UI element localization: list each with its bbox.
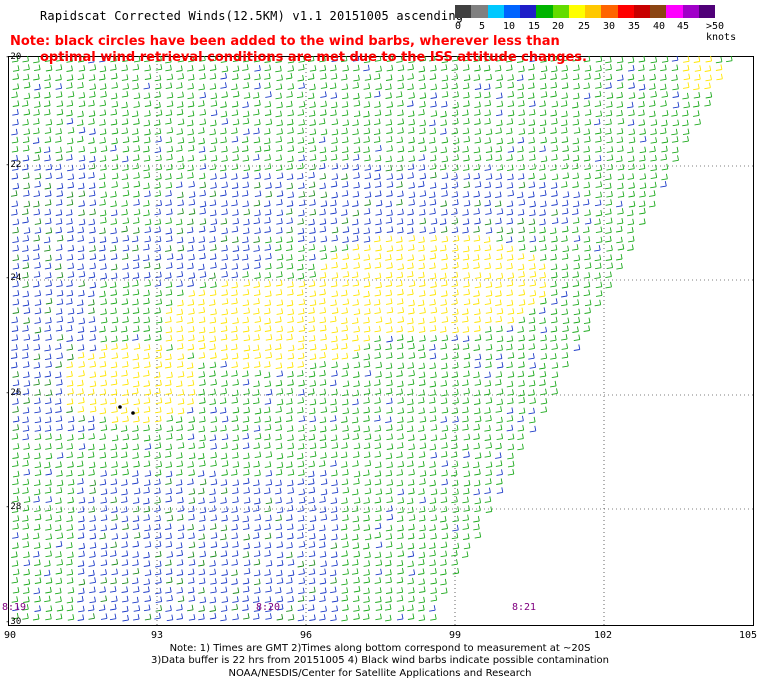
colorbar-label: 20 bbox=[552, 21, 565, 32]
lat-label-20: -20 bbox=[5, 52, 22, 62]
colorbar-swatch bbox=[487, 5, 504, 18]
lon-label-99: 99 bbox=[448, 630, 462, 641]
colorbar-swatch bbox=[617, 5, 634, 18]
note-line-2: optimal wind retrieval conditions are me… bbox=[40, 50, 587, 65]
note-line-1: Note: black circles have been added to t… bbox=[10, 34, 560, 49]
lon-label-96: 96 bbox=[299, 630, 313, 641]
colorbar-swatch bbox=[552, 5, 569, 18]
colorbar-label: 0 bbox=[455, 21, 462, 32]
contamination-dots bbox=[118, 405, 135, 415]
colorbar-swatch bbox=[568, 5, 585, 18]
colorbar-label: 40 bbox=[653, 21, 666, 32]
time-label-0821: 8:21 bbox=[512, 602, 537, 613]
colorbar-label: 25 bbox=[578, 21, 591, 32]
colorbar-swatch bbox=[520, 5, 537, 18]
contamination-note: Note: black circles have been added to t… bbox=[10, 34, 587, 66]
lat-label-24: -24 bbox=[5, 273, 22, 283]
colorbar-label: 10 bbox=[503, 21, 516, 32]
lat-label-30: -30 bbox=[5, 617, 22, 627]
footer-note-1: Note: 1) Times are GMT 2)Times along bot… bbox=[169, 643, 591, 654]
wind-barbs bbox=[10, 54, 733, 622]
colorbar-swatch bbox=[536, 5, 553, 18]
lon-label-102: 102 bbox=[593, 630, 613, 641]
lat-label-22: -22 bbox=[5, 160, 22, 170]
wind-barb-map bbox=[8, 54, 754, 626]
colorbar-swatch bbox=[503, 5, 520, 18]
colorbar-swatch bbox=[633, 5, 650, 18]
colorbar-swatch bbox=[682, 5, 699, 18]
footer-note-2: 3)Data buffer is 22 hrs from 20151005 4)… bbox=[151, 655, 609, 666]
colorbar-swatch bbox=[471, 5, 488, 18]
time-label-0819: 8:19 bbox=[2, 602, 27, 613]
colorbar-swatch bbox=[455, 5, 472, 18]
colorbar bbox=[455, 5, 715, 18]
colorbar-swatch bbox=[585, 5, 602, 18]
lon-label-105: 105 bbox=[738, 630, 758, 641]
colorbar-swatch bbox=[698, 5, 715, 18]
colorbar-label: 15 bbox=[528, 21, 541, 32]
map-title: Rapidscat Corrected Winds(12.5KM) v1.1 2… bbox=[40, 9, 464, 23]
colorbar-label: 35 bbox=[628, 21, 641, 32]
lat-label-28: -28 bbox=[5, 502, 22, 512]
lon-label-93: 93 bbox=[150, 630, 164, 641]
colorbar-swatch bbox=[601, 5, 618, 18]
colorbar-label: >50 knots bbox=[706, 21, 737, 43]
colorbar-label: 5 bbox=[479, 21, 486, 32]
colorbar-label: 45 bbox=[677, 21, 690, 32]
colorbar-label: 30 bbox=[603, 21, 616, 32]
lat-label-26: -26 bbox=[5, 388, 22, 398]
time-label-0820: 8:20 bbox=[256, 602, 281, 613]
lon-label-90: 90 bbox=[3, 630, 17, 641]
colorbar-labels: 0 5 10 15 20 25 30 35 40 45 >50 knots bbox=[448, 21, 760, 43]
colorbar-swatch bbox=[666, 5, 683, 18]
footer-credit: NOAA/NESDIS/Center for Satellite Applica… bbox=[228, 668, 532, 679]
colorbar-swatch bbox=[650, 5, 667, 18]
map-panel bbox=[8, 54, 754, 626]
